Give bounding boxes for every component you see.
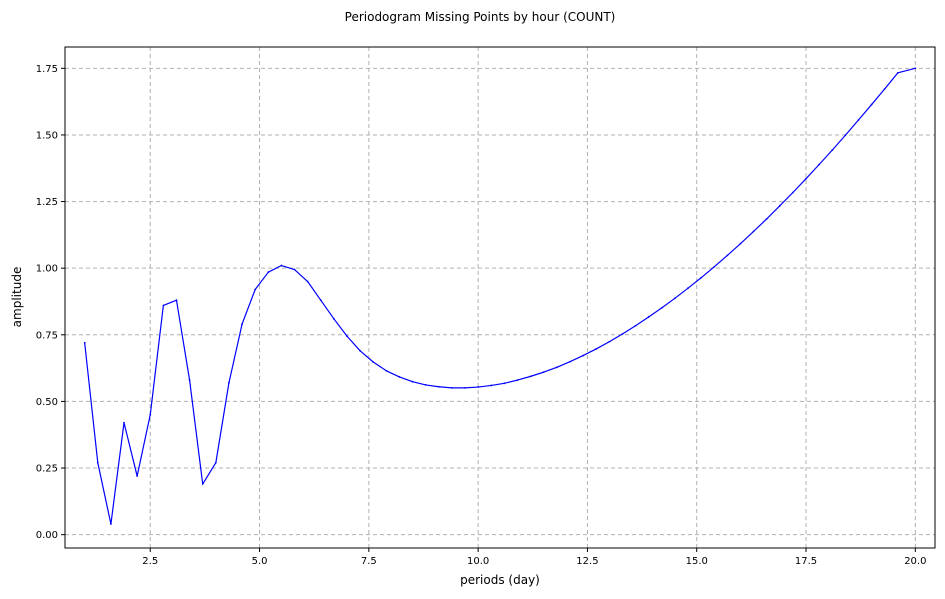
x-tick-label: 20.0 — [904, 556, 926, 567]
data-point — [516, 379, 519, 382]
data-point — [123, 421, 125, 424]
data-point — [437, 385, 440, 388]
data-point — [503, 382, 506, 385]
data-point — [359, 349, 362, 352]
y-tick-label: 0.25 — [36, 464, 58, 475]
data-point — [595, 348, 598, 350]
data-point — [844, 134, 847, 137]
y-axis-label: amplitude — [10, 267, 24, 328]
data-point — [490, 384, 493, 387]
data-point — [214, 461, 217, 464]
data-point — [896, 71, 899, 74]
axis-ticks: 2.5 5.0 7.5 10.0 12.5 15.0 17.5 20.0 0.00 0.25 0.5… — [36, 64, 927, 567]
data-point — [778, 204, 781, 207]
data-point — [582, 354, 584, 357]
y-tick-label: 1.25 — [36, 197, 58, 208]
data-point — [792, 191, 794, 194]
series-line — [84, 67, 916, 525]
plot-frame — [64, 46, 936, 549]
data-point — [241, 323, 243, 326]
x-tick-label: 7.5 — [361, 556, 377, 567]
x-tick-label: 2.5 — [142, 556, 158, 567]
data-point — [765, 217, 768, 220]
data-point — [411, 380, 414, 383]
y-tick-label: 1.00 — [36, 264, 58, 275]
data-point — [175, 299, 178, 302]
data-point — [831, 149, 834, 152]
data-point — [673, 297, 676, 300]
data-point — [162, 304, 165, 307]
data-point — [385, 369, 388, 372]
y-tick-label: 1.50 — [36, 130, 58, 141]
data-point — [372, 361, 375, 363]
data-point — [110, 523, 112, 525]
x-tick-label: 5.0 — [252, 556, 268, 567]
data-point — [713, 265, 716, 268]
x-tick-label: 12.5 — [576, 556, 598, 567]
x-tick-label: 10.0 — [467, 556, 489, 567]
data-point — [608, 340, 611, 343]
data-point — [883, 87, 886, 90]
data-point — [634, 324, 637, 327]
data-point — [319, 299, 322, 302]
data-point — [280, 264, 283, 267]
data-point — [188, 379, 191, 382]
data-point — [647, 316, 650, 318]
data-point — [687, 287, 689, 290]
data-point — [451, 386, 453, 389]
data-point — [660, 306, 663, 309]
data-point — [621, 333, 624, 335]
data-point — [254, 288, 257, 291]
data-point — [267, 271, 270, 274]
data-point — [739, 242, 742, 245]
series-layer — [83, 67, 917, 525]
y-tick-label: 0.00 — [36, 530, 58, 541]
data-point — [96, 461, 99, 464]
data-point — [464, 386, 466, 389]
data-point — [346, 335, 348, 338]
x-axis-label: periods (day) — [460, 573, 540, 587]
data-point — [857, 119, 860, 121]
data-point — [914, 67, 917, 70]
data-point — [555, 366, 558, 369]
data-point — [870, 103, 873, 106]
data-point — [83, 341, 86, 344]
data-point — [424, 384, 427, 386]
data-point — [805, 177, 807, 180]
data-point — [136, 475, 139, 477]
data-point — [306, 280, 309, 283]
data-point — [818, 163, 821, 166]
data-point — [569, 360, 571, 363]
data-point — [293, 268, 296, 271]
data-point — [398, 376, 401, 378]
chart-title: Periodogram Missing Points by hour (COUN… — [345, 10, 616, 24]
data-point — [477, 386, 480, 388]
data-point — [700, 276, 703, 279]
y-tick-label: 1.75 — [36, 64, 58, 75]
data-point — [529, 375, 532, 378]
data-point — [201, 483, 204, 485]
data-point — [332, 317, 335, 320]
grid — [65, 47, 935, 548]
data-point — [752, 230, 755, 233]
y-tick-label: 0.50 — [36, 397, 58, 408]
x-tick-label: 15.0 — [686, 556, 708, 567]
y-tick-label: 0.75 — [36, 330, 58, 341]
x-tick-label: 17.5 — [795, 556, 817, 567]
data-point — [726, 254, 729, 257]
data-point — [228, 381, 230, 384]
data-point — [542, 371, 545, 374]
data-point — [149, 413, 152, 416]
